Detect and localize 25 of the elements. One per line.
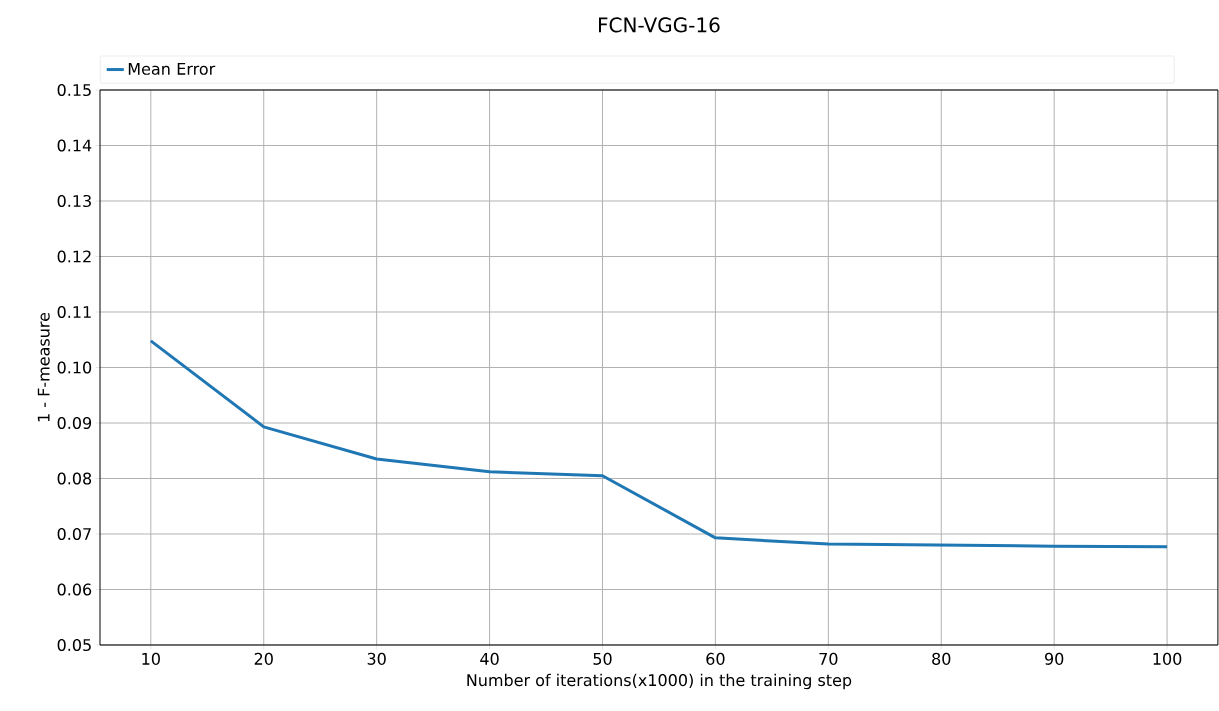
y-tick-label: 0.08 bbox=[57, 472, 92, 485]
y-tick-label: 0.15 bbox=[57, 83, 91, 97]
y-tick-label: 0.12 bbox=[57, 250, 91, 263]
y-tick-label: 0.09 bbox=[57, 416, 92, 430]
y-tick-label: 0.14 bbox=[57, 139, 92, 152]
x-axis-title: Number of iterations(x1000) in the training step bbox=[467, 673, 852, 690]
chart-title: FCN-VGG-16 bbox=[599, 17, 720, 33]
y-tick-label: 0.05 bbox=[57, 638, 91, 652]
y-tick-label: 0.13 bbox=[57, 194, 91, 208]
y-axis-title: 1 - F-measure bbox=[37, 312, 50, 422]
y-tick-label: 0.07 bbox=[57, 527, 91, 541]
x-tick-label: 60 bbox=[706, 652, 725, 665]
x-tick-label: 20 bbox=[254, 652, 273, 665]
x-tick-label: 100 bbox=[1153, 652, 1182, 665]
x-tick-label: 70 bbox=[819, 652, 838, 665]
x-tick-label: 10 bbox=[142, 652, 160, 665]
x-tick-label: 50 bbox=[593, 652, 612, 665]
x-tick-label: 80 bbox=[932, 652, 951, 665]
y-tick-label: 0.06 bbox=[57, 583, 92, 596]
y-tick-label: 0.11 bbox=[57, 305, 91, 319]
legend-label: Mean Error bbox=[128, 62, 216, 75]
x-tick-label: 90 bbox=[1045, 652, 1064, 665]
x-tick-label: 30 bbox=[367, 652, 386, 665]
x-tick-label: 40 bbox=[480, 652, 499, 665]
y-tick-label: 0.10 bbox=[57, 361, 92, 374]
